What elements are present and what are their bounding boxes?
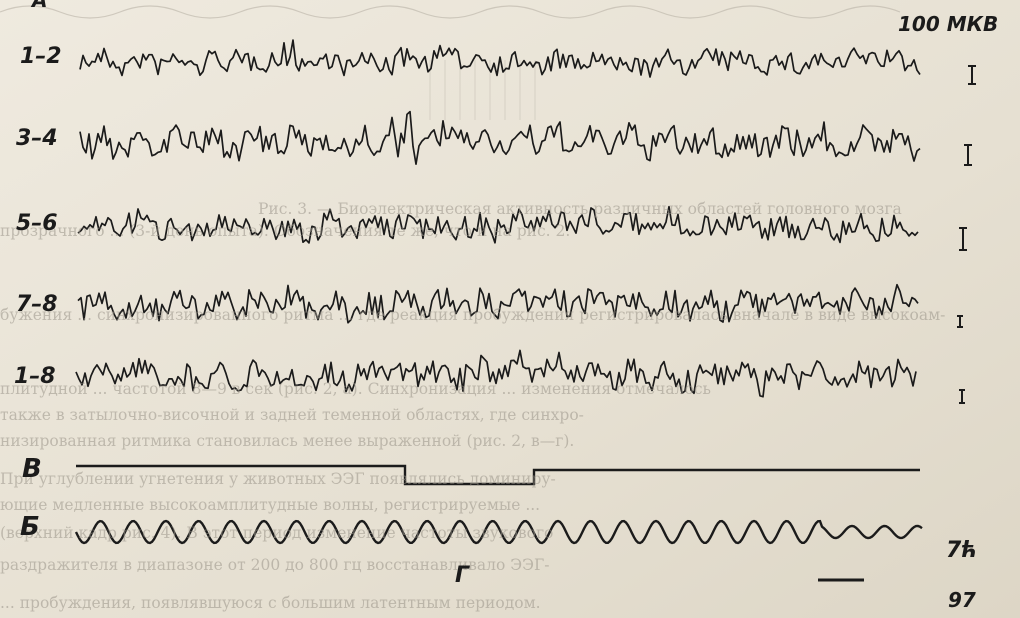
event-marker-line — [76, 464, 920, 486]
trace-3-4 — [79, 110, 921, 165]
sine-calibration-trace — [74, 519, 923, 545]
timebar-label: Г — [455, 563, 470, 588]
event-marker-label: В — [22, 454, 42, 484]
trace-7-8 — [77, 283, 919, 324]
channel-label-1-8: 1–8 — [14, 364, 56, 389]
channel-label-1-2: 1–2 — [20, 44, 62, 69]
bleed-text-7: При углублении угнетения у животных ЭЭГ … — [0, 470, 556, 488]
right-note-2: 97 — [948, 588, 976, 612]
bleed-text-3: бужения ... синхронизированного ритма ..… — [0, 306, 946, 324]
scale-label: 100 МКВ — [898, 12, 999, 36]
trace-1-8 — [75, 349, 917, 398]
bleed-caption-1: Рис. 3. — Биоэлектрическая активность ра… — [258, 200, 902, 218]
channel-label-5-6: 5–6 — [16, 211, 58, 236]
sine-label: Б — [20, 512, 40, 542]
bleed-text-4: плитудной ... частотой 8—9 в сек (рис. 2… — [0, 380, 711, 398]
corner-label: А — [32, 0, 48, 12]
channel-label-7-8: 7–8 — [16, 292, 58, 317]
trace-5-6 — [77, 205, 919, 244]
bleed-text-5: также в затылочно-височной и задней теме… — [0, 406, 584, 424]
bleed-text-8: ющие медленные высокоамплитудные волны, … — [0, 496, 541, 514]
bleed-text-11: ... пробуждения, появлявшуюся с большим … — [0, 594, 541, 612]
bleed-text-9: (верхний кадр рис. 4). В этот период изм… — [0, 524, 554, 542]
bleed-caption-2: прозрачного ... (3-й день опыта). Обозна… — [0, 222, 571, 240]
amplitude-calibration-bars — [957, 65, 976, 404]
decorative-border-wave — [0, 5, 901, 19]
bleed-text-6: низированная ритмика становилась менее в… — [0, 432, 575, 450]
channel-label-3-4: 3–4 — [16, 126, 58, 151]
trace-1-2 — [79, 39, 921, 78]
bleed-text-10: раздражителя в диапазоне от 200 до 800 г… — [0, 556, 550, 574]
right-note-1: 7ћ — [946, 538, 978, 563]
